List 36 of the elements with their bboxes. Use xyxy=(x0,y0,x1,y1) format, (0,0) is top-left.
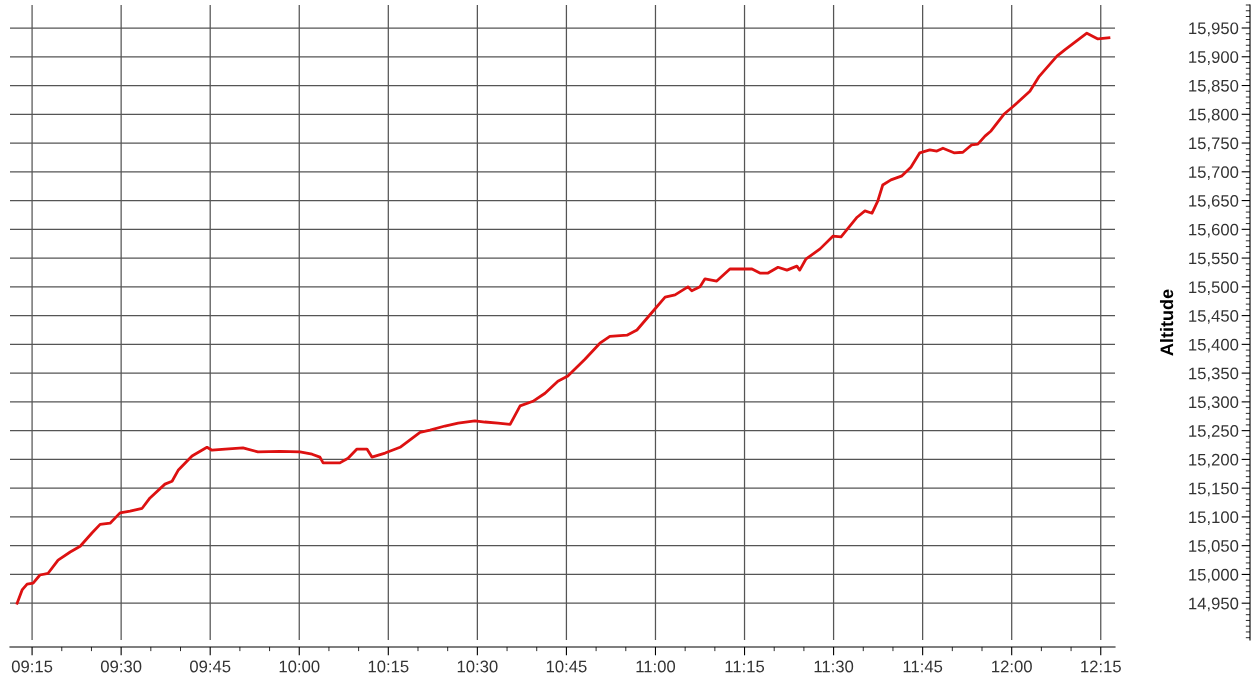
y-tick-label: 15,400 xyxy=(1189,338,1239,353)
x-tick-label: 09:15 xyxy=(11,660,53,673)
y-tick-label: 15,750 xyxy=(1189,137,1239,152)
x-tick-label: 12:15 xyxy=(1081,660,1121,673)
y-tick-label: 15,100 xyxy=(1189,511,1239,526)
y-tick-label: 15,950 xyxy=(1189,22,1239,37)
y-axis-title: Altitude xyxy=(1159,289,1174,356)
y-tick-label: 15,850 xyxy=(1189,79,1239,94)
x-tick-label: 12:00 xyxy=(992,660,1032,673)
line-series xyxy=(15,31,1111,605)
x-tick-label: 10:30 xyxy=(457,660,498,673)
y-tick-label: 15,650 xyxy=(1189,194,1239,209)
y-tick-label: 15,000 xyxy=(1189,568,1239,583)
y-tick-label: 15,600 xyxy=(1189,223,1239,238)
y-tick-label: 15,800 xyxy=(1189,108,1239,123)
y-tick-label: 15,450 xyxy=(1189,310,1239,324)
y-tick-label: 15,900 xyxy=(1189,51,1239,65)
y-tick-label: 15,300 xyxy=(1189,396,1239,411)
x-tick-label: 11:00 xyxy=(636,660,676,673)
y-tick-label: 15,550 xyxy=(1189,252,1239,267)
x-tick-label: 11:45 xyxy=(903,660,943,673)
y-tick-label: 15,250 xyxy=(1189,425,1239,439)
y-tick-label: 15,500 xyxy=(1189,281,1239,296)
x-tick-label: 11:30 xyxy=(814,660,854,673)
x-tick-label: 10:15 xyxy=(368,660,409,673)
x-tick-label: 10:45 xyxy=(546,660,587,673)
x-tick-label: 09:45 xyxy=(190,660,231,673)
x-tick-label: 11:15 xyxy=(725,660,765,673)
x-tick-label: 09:30 xyxy=(100,660,142,673)
y-tick-label: 15,050 xyxy=(1189,540,1239,554)
y-tick-label: 15,200 xyxy=(1189,453,1239,468)
y-tick-label: 15,700 xyxy=(1189,166,1239,180)
y-tick-label: 14,950 xyxy=(1189,597,1239,612)
y-tick-label: 15,350 xyxy=(1189,367,1239,382)
x-tick-label: 10:00 xyxy=(279,660,320,673)
y-tick-label: 15,150 xyxy=(1189,482,1239,497)
